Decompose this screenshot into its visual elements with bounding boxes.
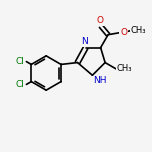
Text: Cl: Cl <box>15 80 24 89</box>
Text: CH₃: CH₃ <box>130 26 146 35</box>
Text: NH: NH <box>93 76 107 85</box>
Text: O: O <box>120 28 127 37</box>
Text: CH₃: CH₃ <box>116 64 132 73</box>
Text: N: N <box>81 37 88 47</box>
Text: Cl: Cl <box>15 57 24 66</box>
Text: O: O <box>97 16 104 25</box>
